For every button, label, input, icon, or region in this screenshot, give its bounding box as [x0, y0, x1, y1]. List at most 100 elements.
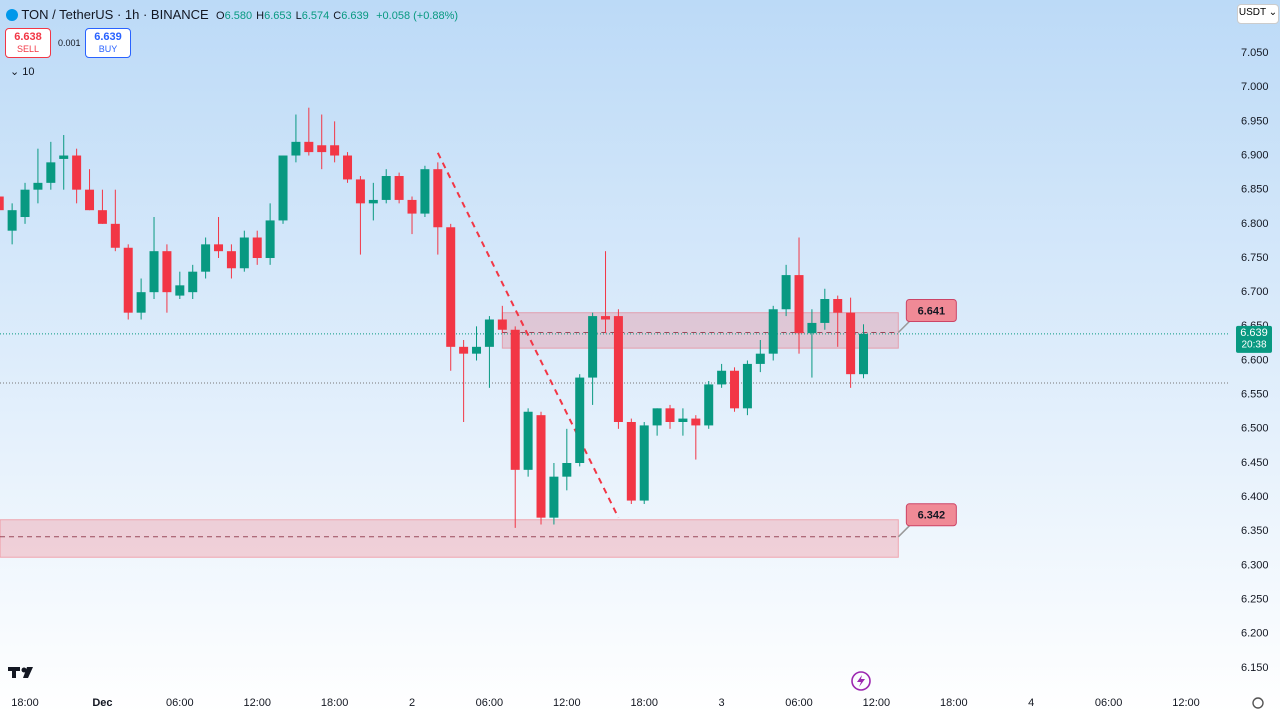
candle-body — [446, 227, 456, 347]
x-tick-label: 12:00 — [1172, 697, 1200, 709]
level-label-box — [905, 503, 957, 527]
y-tick-label: 6.600 — [1241, 354, 1269, 366]
candle-body — [755, 353, 765, 364]
y-tick-label: 6.800 — [1241, 218, 1269, 230]
zone — [0, 519, 899, 558]
x-tick-label: 2 — [409, 697, 415, 709]
candle-body — [768, 309, 778, 354]
y-tick-label: 6.950 — [1241, 115, 1269, 127]
candle-body — [497, 319, 507, 330]
candle-body — [472, 346, 482, 354]
candle-body — [394, 176, 404, 200]
x-tick-label: 12:00 — [863, 697, 891, 709]
candle-body — [549, 476, 559, 518]
candle-body — [20, 189, 30, 218]
candle-body — [355, 179, 365, 204]
candle-body — [781, 275, 791, 310]
candle-body — [691, 418, 701, 426]
x-tick-label: 18:00 — [321, 697, 349, 709]
y-tick-label: 6.350 — [1241, 525, 1269, 537]
candle-body — [278, 155, 288, 221]
change: +0.058 (+0.88%) — [376, 10, 459, 22]
candle-body — [510, 329, 520, 470]
candle-body — [846, 312, 856, 375]
candle-body — [368, 199, 378, 204]
candle-body — [820, 299, 830, 323]
candle-body — [149, 251, 159, 293]
candle-body — [252, 237, 262, 259]
trend-line — [436, 152, 620, 519]
x-tick-label: 18:00 — [11, 697, 39, 709]
candle-body — [46, 162, 56, 183]
x-tick-label: 18:00 — [940, 697, 968, 709]
candle-body — [665, 408, 675, 422]
candle-body — [678, 418, 688, 422]
y-tick-label: 6.750 — [1241, 252, 1269, 264]
candle-body — [33, 182, 43, 190]
lightning-icon[interactable] — [851, 671, 871, 691]
zone — [501, 312, 899, 349]
candle-body — [626, 421, 636, 501]
y-tick-label: 7.000 — [1241, 81, 1269, 93]
ohlc: O6.580 H6.653 L6.574 C6.639 — [216, 10, 373, 22]
x-tick-label: 06:00 — [166, 697, 194, 709]
sell-button[interactable]: 6.638 SELL — [5, 28, 51, 58]
ohlc-value: 6.653 — [264, 10, 292, 22]
plot: 6.150 6.200 6.250 6.300 6.350 6.400 6.450 6.500… — [0, 47, 1272, 709]
y-tick-label: 6.250 — [1241, 594, 1269, 606]
candle-body — [717, 370, 727, 385]
countdown: 20:38 — [1241, 339, 1266, 350]
settings-icon[interactable] — [1252, 697, 1264, 709]
indicators-toggle[interactable]: ⌄ 10 — [10, 66, 35, 78]
candle-body — [536, 415, 546, 518]
spread: 0.001 — [58, 38, 81, 48]
tv-logo — [8, 667, 33, 678]
x-tick-label: 06:00 — [1095, 697, 1123, 709]
symbol[interactable]: TON / TetherUS · 1h · BINANCE — [21, 7, 209, 22]
symbol-row: TON / TetherUS · 1h · BINANCE O6.580 H6.6… — [6, 7, 458, 22]
ohlc-key: L — [295, 10, 302, 22]
y-tick-label: 6.200 — [1241, 628, 1269, 640]
candle-body — [859, 333, 869, 375]
ton-icon — [6, 9, 18, 21]
candle-body — [601, 316, 611, 320]
candle-body — [59, 155, 69, 159]
ohlc-key: H — [256, 10, 265, 22]
candle-body — [110, 223, 120, 248]
buy-button[interactable]: 6.639 BUY — [85, 28, 131, 58]
candle-body — [239, 237, 249, 269]
candle-body — [201, 244, 211, 272]
ohlc-value: 6.639 — [341, 10, 369, 22]
candle-body — [588, 316, 598, 378]
candle-body — [613, 316, 623, 422]
y-tick-label: 6.850 — [1241, 184, 1269, 196]
candle-body — [317, 145, 327, 153]
x-tick-label: 18:00 — [630, 697, 658, 709]
y-tick-label: 6.900 — [1241, 149, 1269, 161]
currency-button[interactable]: USDT ⌄ — [1237, 4, 1279, 24]
candle-body — [97, 210, 107, 224]
x-tick-label: 3 — [719, 697, 725, 709]
candle-body — [742, 363, 752, 409]
y-tick-label: 6.450 — [1241, 457, 1269, 469]
candle-body — [575, 377, 585, 463]
candle-body — [291, 141, 301, 156]
lightning-bolt — [857, 675, 865, 687]
candle-body — [123, 247, 133, 313]
sell-price: 6.638 — [14, 31, 42, 43]
level-label-box — [905, 298, 957, 322]
y-tick-label: 7.050 — [1241, 47, 1269, 59]
x-tick-label: 06:00 — [476, 697, 504, 709]
candle-body — [72, 155, 82, 190]
buy-price: 6.639 — [94, 31, 122, 43]
ohlc-value: 6.580 — [224, 10, 253, 22]
indicator-count: 10 — [22, 66, 35, 78]
candle-body — [459, 346, 469, 354]
buy-label: BUY — [98, 44, 118, 54]
candle-body — [330, 145, 340, 156]
ohlc-key: O — [216, 10, 225, 22]
candle-body — [162, 251, 172, 293]
candle-body — [7, 210, 17, 231]
